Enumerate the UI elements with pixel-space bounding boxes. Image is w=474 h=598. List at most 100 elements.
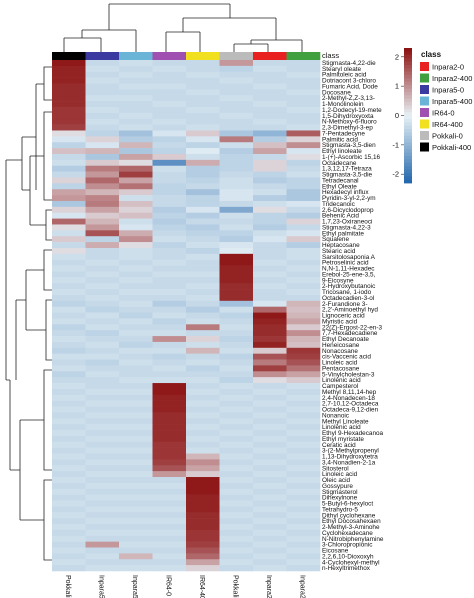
- heatmap-cell: [152, 159, 187, 167]
- heatmap-cell: [152, 412, 187, 419]
- row-label: Pyridin-3-yl-2,2-ym: [322, 195, 376, 202]
- heatmap-cell: [186, 430, 220, 437]
- colorbar-tick-label: 0: [395, 111, 399, 120]
- heatmap-cell: [219, 324, 254, 331]
- heatmap-cell: [286, 124, 321, 131]
- heatmap-cell: [286, 83, 321, 90]
- heatmap-cell: [52, 541, 86, 548]
- heatmap-cell: [52, 283, 86, 290]
- heatmap-cell: [186, 159, 220, 167]
- colorbar-segment: [404, 166, 412, 170]
- heatmap-cell: [119, 177, 153, 184]
- heatmap-cell: [85, 394, 120, 401]
- heatmap-cell: [186, 383, 220, 390]
- heatmap-cell: [152, 130, 187, 137]
- heatmap-cell: [253, 159, 287, 167]
- heatmap-cell: [119, 529, 153, 537]
- heatmap-cell: [219, 341, 254, 349]
- heatmap-cell: [219, 512, 254, 519]
- heatmap-cell: [152, 142, 187, 149]
- heatmap-cell: [152, 60, 187, 67]
- heatmap-cell: [253, 195, 287, 202]
- heatmap-cell: [52, 206, 86, 214]
- heatmap-cell: [219, 388, 254, 396]
- colorbar-segment: [404, 118, 412, 123]
- heatmap-cell: [85, 77, 120, 84]
- heatmap-cell: [52, 482, 86, 490]
- colorbar-segment: [404, 75, 412, 79]
- class-bar-cell: [52, 52, 86, 60]
- heatmap-cell: [119, 159, 153, 167]
- row-label: 2,3-Dimethyl-3-ep: [322, 125, 373, 132]
- heatmap-cell: [253, 482, 287, 490]
- legend-swatch: [420, 119, 429, 129]
- row-label: Myristic acid: [322, 318, 358, 325]
- heatmap-cell: [186, 124, 220, 131]
- heatmap-cell: [119, 394, 153, 401]
- heatmap-cell: [253, 177, 287, 184]
- heatmap-cell: [119, 218, 153, 225]
- heatmap-cell: [152, 400, 187, 407]
- row-label: 7-Pentadecyne: [322, 130, 365, 137]
- heatmap-cell: [152, 435, 187, 443]
- heatmap-cell: [219, 547, 254, 554]
- heatmap-cell: [253, 212, 287, 219]
- heatmap-cell: [119, 195, 153, 202]
- row-label: Erebol-25-ene-3,5,: [322, 271, 376, 278]
- heatmap-cell: [186, 224, 220, 231]
- heatmap-cell: [119, 300, 153, 307]
- colorbar-tick-label: 1: [395, 82, 399, 91]
- heatmap-cell: [219, 118, 254, 125]
- heatmap-cell: [52, 230, 86, 237]
- heatmap-cell: [219, 130, 254, 137]
- legend-label: Inpara5-400: [432, 97, 472, 106]
- heatmap-cell: [186, 130, 220, 137]
- heatmap-cell: [119, 283, 153, 290]
- heatmap-cell: [286, 494, 321, 501]
- heatmap-cell: [52, 471, 86, 478]
- colorbar-segment: [404, 88, 412, 93]
- colorbar-segment: [404, 112, 412, 116]
- heatmap-cell: [186, 441, 220, 448]
- heatmap-cell: [286, 547, 321, 554]
- heatmap-cell: [286, 236, 321, 243]
- heatmap-cell: [219, 535, 254, 542]
- colorbar-segment: [404, 159, 412, 164]
- colorbar-segment: [404, 61, 412, 66]
- heatmap-cell: [119, 101, 153, 108]
- heatmap-cell: [219, 230, 254, 237]
- heatmap-cell: [119, 488, 153, 495]
- row-label: Petroselinic acid: [322, 260, 369, 267]
- row-label: Gossypure: [322, 483, 353, 490]
- heatmap-cell: [253, 494, 287, 501]
- heatmap-cell: [253, 124, 287, 131]
- colorbar-segment: [404, 135, 412, 140]
- heatmap-cell: [253, 447, 287, 454]
- heatmap-cell: [152, 271, 187, 278]
- heatmap-cell: [186, 136, 220, 143]
- colorbar-segment: [404, 91, 412, 96]
- heatmap-cell: [253, 500, 287, 507]
- heatmap-cell: [186, 330, 220, 337]
- heatmap-cell: [85, 318, 120, 325]
- heatmap-cell: [152, 330, 187, 337]
- heatmap-cell: [85, 447, 120, 454]
- heatmap-cell: [85, 124, 120, 131]
- heatmap-cell: [119, 377, 153, 384]
- heatmap-cell: [52, 159, 86, 167]
- heatmap-cell: [52, 106, 86, 114]
- heatmap-cell: [52, 459, 86, 466]
- heatmap-cell: [219, 447, 254, 454]
- row-label: 1,2-Dodecyl-19-mete: [322, 107, 382, 114]
- heatmap-cell: [253, 518, 287, 525]
- heatmap-cell: [219, 265, 254, 272]
- row-label: Stigmasta-4,22-3: [322, 224, 371, 231]
- heatmap-cell: [85, 177, 120, 184]
- heatmap-cell: [85, 95, 120, 102]
- heatmap-cell: [119, 494, 153, 501]
- row-dendrogram: [5, 66, 52, 561]
- row-label: Sitosterol: [322, 465, 349, 472]
- heatmap-cell: [52, 83, 86, 90]
- heatmap-cell: [85, 283, 120, 290]
